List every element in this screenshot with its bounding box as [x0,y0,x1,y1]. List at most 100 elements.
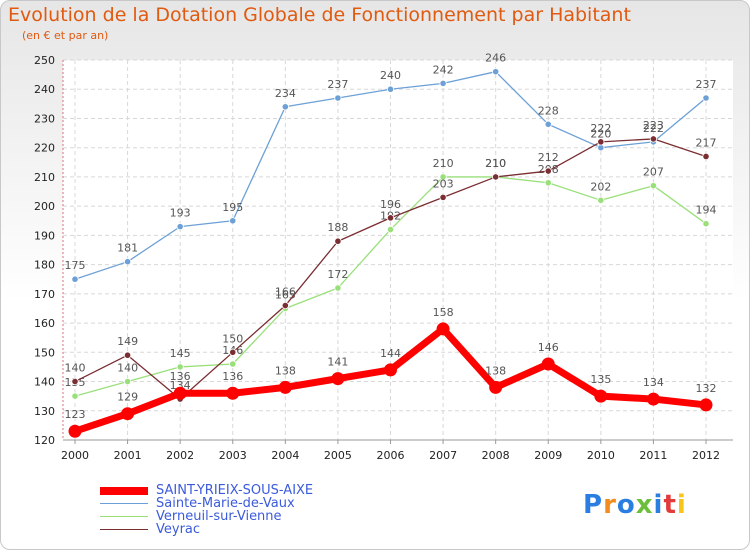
data-point [541,357,555,371]
y-tick-label: 120 [34,434,55,447]
legend-swatch [100,502,148,505]
y-tick-label: 130 [34,405,55,418]
legend-label: Sainte-Marie-de-Vaux [156,496,295,511]
data-label: 158 [433,306,454,319]
data-point [649,135,658,143]
data-point [646,392,660,406]
legend-swatch [100,528,148,531]
data-point [439,193,447,201]
x-tick-label: 2008 [482,449,510,462]
data-point [702,220,710,228]
data-label: 246 [485,52,506,65]
data-label: 202 [590,180,611,193]
data-label: 210 [433,157,454,170]
data-label: 194 [696,204,717,217]
data-point [597,138,605,146]
data-point [544,179,552,187]
legend-item: Verneuil-sur-Vienne [100,509,313,524]
data-point [229,360,237,368]
x-tick-label: 2005 [324,449,352,462]
data-label: 203 [433,177,454,190]
data-point [121,407,135,421]
x-tick-label: 2000 [61,449,89,462]
data-point [123,258,132,266]
data-point [597,196,605,204]
data-point [71,275,79,283]
data-point [386,225,395,234]
data-label: 135 [590,373,611,386]
y-tick-label: 230 [34,112,55,125]
data-point [229,217,237,225]
data-label: 138 [275,364,296,377]
x-tick-label: 2006 [377,449,405,462]
data-label: 136 [170,370,191,383]
data-point [71,392,79,400]
data-label: 220 [590,128,611,141]
data-label: 188 [327,221,348,234]
data-point [489,380,503,394]
y-tick-label: 190 [34,229,55,242]
legend-item: Sainte-Marie-de-Vaux [100,496,313,511]
data-label: 240 [380,69,401,82]
legend-label: SAINT-YRIEIX-SOUS-AIXE [156,483,314,498]
data-point [123,377,132,386]
data-label: 123 [65,408,86,421]
data-point [649,182,658,190]
x-tick-label: 2010 [587,449,615,462]
x-tick-label: 2003 [219,449,247,462]
x-tick-label: 2012 [692,449,720,462]
data-point [439,173,447,181]
x-tick-label: 2011 [639,449,667,462]
y-tick-label: 180 [34,259,55,272]
data-point [229,348,237,356]
data-point [334,237,342,245]
data-point [278,380,292,394]
data-point [176,223,184,231]
data-point [386,214,395,222]
data-label: 136 [222,370,243,383]
data-label: 175 [65,259,86,272]
data-point [173,386,187,400]
data-point [492,173,500,181]
y-tick-label: 250 [34,54,55,67]
data-label: 222 [590,122,611,135]
y-tick-label: 210 [34,171,55,184]
data-point [331,372,345,386]
x-tick-label: 2009 [534,449,562,462]
x-tick-label: 2007 [429,449,457,462]
data-point [439,79,447,87]
y-tick-label: 200 [34,200,55,213]
legend-label: Verneuil-sur-Vienne [156,509,282,524]
data-point [544,167,552,175]
data-label: 149 [117,335,138,348]
data-label: 129 [117,391,138,404]
data-label: 146 [538,341,559,354]
data-point [702,152,710,161]
data-point [436,322,450,336]
data-label: 134 [643,376,664,389]
legend-item: SAINT-YRIEIX-SOUS-AIXE [100,483,314,498]
data-point [123,351,132,359]
data-label: 181 [117,242,138,255]
data-label: 237 [696,78,717,91]
data-point [384,363,397,377]
data-label: 234 [275,87,296,100]
data-point [281,301,289,310]
data-label: 228 [538,104,559,117]
data-point [68,424,82,438]
data-label: 145 [170,347,191,360]
data-point [544,120,552,128]
y-tick-label: 140 [34,376,55,389]
y-tick-label: 170 [34,288,55,301]
data-point [334,94,342,102]
data-label: 150 [222,332,243,345]
data-label: 195 [222,201,243,214]
data-label: 134 [170,379,191,392]
data-point [594,389,608,403]
data-point [386,85,395,93]
x-tick-label: 2001 [114,449,142,462]
data-point [71,377,79,386]
legend-swatch [100,486,148,495]
data-label: 141 [327,356,348,369]
